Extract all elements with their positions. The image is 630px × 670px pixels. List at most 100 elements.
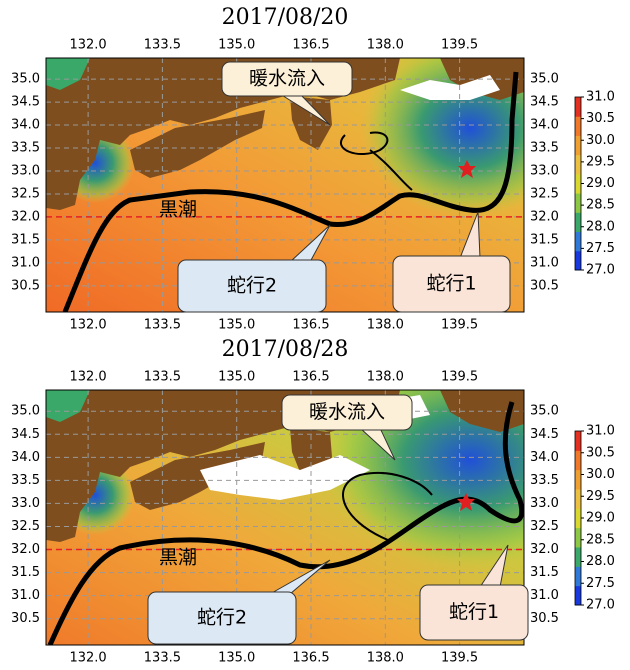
callout-label: 蛇行2 (227, 275, 277, 297)
y-tick-label: 32.5 (11, 186, 40, 201)
callout-label: 蛇行2 (197, 607, 247, 629)
kuroshio-label: 黒潮 (159, 199, 197, 221)
x-tick-label: 138.0 (367, 318, 404, 333)
x-tick-label: 135.0 (218, 651, 255, 666)
cloud (200, 395, 430, 500)
callout-label: 暖水流入 (309, 401, 385, 423)
x-tick-label: 138.0 (367, 370, 404, 385)
callout-box (281, 394, 413, 431)
x-tick-label: 139.5 (441, 318, 478, 333)
callout-label: 暖水流入 (249, 68, 325, 90)
colorbar-tick-label: 30.0 (586, 467, 615, 482)
colorbar-tick-label: 28.0 (586, 554, 615, 569)
y-tick-label: 33.5 (530, 141, 559, 156)
colorbar-tick-label: 27.5 (586, 241, 615, 256)
colorbar-segment (575, 508, 581, 529)
callout-box (221, 61, 353, 97)
callout-box (419, 584, 529, 641)
y-tick-label: 32.0 (11, 209, 40, 224)
y-tick-label: 33.5 (11, 141, 40, 156)
colorbar-tick-label: 29.0 (586, 176, 615, 191)
map-title: 2017/08/20 (222, 5, 349, 30)
y-tick-label: 31.0 (530, 588, 559, 603)
colorbar-segment (575, 212, 581, 233)
colorbar-tick-label: 31.0 (586, 424, 615, 439)
map-title: 2017/08/28 (222, 337, 349, 362)
x-tick-label: 133.5 (144, 651, 181, 666)
x-tick-label: 136.5 (292, 651, 329, 666)
cloud (400, 75, 500, 100)
colorbar-frame (574, 96, 582, 271)
y-tick-label: 33.0 (11, 163, 40, 178)
colorbar-tick-label: 30.5 (586, 445, 615, 460)
y-tick-label: 35.0 (11, 404, 40, 419)
callout-box (392, 255, 511, 313)
y-tick-label: 32.0 (11, 542, 40, 557)
warm-inflow-arrow (340, 131, 413, 191)
y-tick-label: 32.5 (530, 519, 559, 534)
colorbar-tick-label: 28.0 (586, 219, 615, 234)
y-tick-label: 31.5 (530, 565, 559, 580)
colorbar-tick-label: 28.5 (586, 198, 615, 213)
y-tick-label: 35.0 (530, 72, 559, 87)
y-tick-label: 30.5 (530, 278, 559, 293)
y-tick-label: 31.5 (11, 232, 40, 247)
kuroshio-path (62, 71, 519, 312)
colorbar-segment (575, 97, 581, 117)
y-tick-label: 35.0 (11, 72, 40, 87)
y-tick-label: 34.5 (11, 427, 40, 442)
x-tick-label: 136.5 (292, 318, 329, 333)
y-tick-label: 33.0 (530, 496, 559, 511)
y-tick-label: 32.0 (530, 542, 559, 557)
y-tick-label: 33.0 (530, 163, 559, 178)
x-tick-label: 135.0 (218, 318, 255, 333)
y-tick-label: 31.0 (530, 255, 559, 270)
x-tick-label: 135.0 (218, 370, 255, 385)
y-tick-label: 34.5 (11, 95, 40, 110)
x-tick-label: 132.0 (69, 651, 106, 666)
x-tick-label: 135.0 (218, 38, 255, 53)
colorbar-segment (575, 527, 581, 548)
kuroshio-path (47, 401, 524, 645)
colorbar-tick-label: 30.0 (586, 133, 615, 148)
x-tick-label: 138.0 (367, 651, 404, 666)
y-tick-label: 30.5 (530, 611, 559, 626)
y-tick-label: 32.5 (11, 519, 40, 534)
colorbar-tick-label: 29.5 (586, 154, 615, 169)
y-tick-label: 33.5 (11, 473, 40, 488)
colorbar-segment (575, 547, 581, 567)
star (458, 160, 476, 178)
y-tick-label: 34.0 (530, 450, 559, 465)
y-tick-label: 34.5 (530, 427, 559, 442)
x-tick-label: 139.5 (441, 651, 478, 666)
colorbar-frame (574, 430, 582, 606)
colorbar-segment (575, 173, 581, 194)
y-tick-label: 30.5 (11, 278, 40, 293)
colorbar-segment (575, 450, 581, 471)
y-tick-label: 31.0 (11, 255, 40, 270)
x-tick-label: 132.0 (69, 318, 106, 333)
colorbar-segment (575, 193, 581, 213)
colorbar-tick-label: 30.5 (586, 111, 615, 126)
colorbar-tick-label: 28.5 (586, 532, 615, 547)
colorbar-tick-label: 27.5 (586, 576, 615, 591)
star (457, 493, 475, 511)
callout-box (177, 259, 327, 313)
y-tick-label: 34.5 (530, 95, 559, 110)
y-tick-label: 31.5 (11, 565, 40, 580)
colorbar-segment (575, 469, 581, 490)
map-frame (45, 389, 525, 646)
colorbar-tick-label: 29.5 (586, 489, 615, 504)
callout-label: 蛇行1 (426, 273, 476, 295)
x-tick-label: 132.0 (69, 38, 106, 53)
y-tick-label: 31.5 (530, 232, 559, 247)
callout-label: 蛇行1 (449, 601, 499, 623)
y-tick-label: 31.0 (11, 588, 40, 603)
y-tick-label: 32.0 (530, 209, 559, 224)
colorbar-segment (575, 154, 581, 175)
colorbar-tick-label: 29.0 (586, 511, 615, 526)
warm-inflow-arrow (342, 471, 433, 541)
colorbar-segment (575, 231, 581, 252)
callout-box (147, 591, 297, 645)
